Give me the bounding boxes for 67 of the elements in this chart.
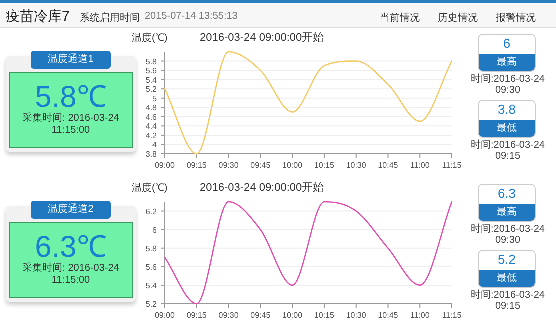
y-tick-label: 5.8 [146, 244, 158, 254]
x-tick-label: 09:00 [154, 161, 176, 170]
text: 疫苗冷库7 [6, 8, 70, 26]
text: 时间:2016-03-24 09:30 [470, 74, 546, 96]
line-series [164, 51, 453, 155]
text: 最低 [479, 120, 535, 137]
y-tick-label: 6 [152, 226, 158, 235]
x-tick-label: 09:15 [186, 311, 208, 320]
x-tick-label: 10:00 [282, 161, 304, 170]
text: 采集时间: 2016-03-24 11:15:00 [22, 263, 120, 287]
chart-title: 2016-03-24 09:00:00开始 [200, 32, 324, 44]
x-tick-label: 10:45 [378, 161, 399, 170]
x-tick-label: 11:00 [410, 161, 430, 170]
text: 5.2 [496, 252, 518, 267]
text: 历史情况 [438, 12, 478, 25]
text: 最高 [479, 54, 535, 71]
text: 最高 [479, 204, 535, 221]
y-tick-label: 5.8 [146, 57, 158, 66]
text: 最低 [479, 270, 535, 287]
y-tick-label: 5.4 [146, 76, 158, 85]
y-tick-label: 4.8 [146, 104, 158, 113]
y-tick-label: 5.6 [146, 262, 158, 272]
text: 6 [502, 36, 512, 51]
y-tick-label: 3.8 [146, 150, 158, 159]
text: 采集时间: 2016-03-24 11:15:00 [22, 113, 120, 137]
x-tick-label: 11:15 [442, 311, 462, 320]
chart-title: 2016-03-24 09:00:00开始 [200, 182, 324, 194]
y-tick-label: 4.6 [146, 112, 158, 122]
x-tick-label: 10:45 [378, 311, 399, 320]
x-tick-label: 10:15 [314, 161, 335, 170]
text: 6.3℃ [35, 230, 108, 264]
text: 温度通道1 [31, 51, 111, 69]
text: 2015-07-14 13:55:13 [145, 11, 238, 22]
y-tick-label: 5.6 [146, 66, 158, 76]
x-tick-label: 09:30 [218, 161, 240, 170]
text: 5.8℃ [35, 80, 108, 114]
y-tick-label: 4.4 [146, 122, 158, 132]
x-tick-label: 10:00 [282, 311, 304, 320]
text: 系统启用时间 [80, 12, 140, 25]
text: 当前情况 [380, 12, 420, 25]
x-tick-label: 10:30 [346, 311, 367, 320]
text: 3.8 [496, 102, 518, 117]
x-tick-label: 11:15 [442, 161, 462, 170]
x-tick-label: 10:15 [314, 311, 335, 320]
x-tick-label: 09:30 [218, 311, 240, 320]
text: 时间:2016-03-24 09:15 [470, 290, 546, 312]
text: 时间:2016-03-24 09:30 [470, 224, 546, 246]
y-tick-label: 5 [152, 94, 158, 104]
text: 报警情况 [496, 12, 536, 25]
text: 时间:2016-03-24 09:15 [470, 140, 546, 162]
text: 6.3 [496, 186, 518, 201]
x-tick-label: 09:45 [250, 161, 272, 170]
y-tick-label: 6.2 [146, 207, 158, 216]
y-tick-label: 5.2 [146, 85, 158, 94]
x-tick-label: 09:00 [154, 311, 176, 320]
text: 温度通道2 [31, 201, 111, 219]
line-series [164, 201, 453, 305]
x-tick-label: 10:30 [346, 161, 367, 170]
y-axis-title: 温度(℃) [132, 32, 168, 44]
y-tick-label: 4 [152, 140, 158, 150]
y-tick-label: 5.4 [146, 281, 158, 290]
y-tick-label: 5.2 [146, 300, 158, 309]
x-tick-label: 09:15 [186, 161, 208, 170]
x-tick-label: 11:00 [410, 311, 430, 320]
y-axis-title: 温度(℃) [132, 182, 168, 194]
x-tick-label: 09:45 [250, 311, 272, 320]
y-tick-label: 4.2 [146, 131, 158, 140]
